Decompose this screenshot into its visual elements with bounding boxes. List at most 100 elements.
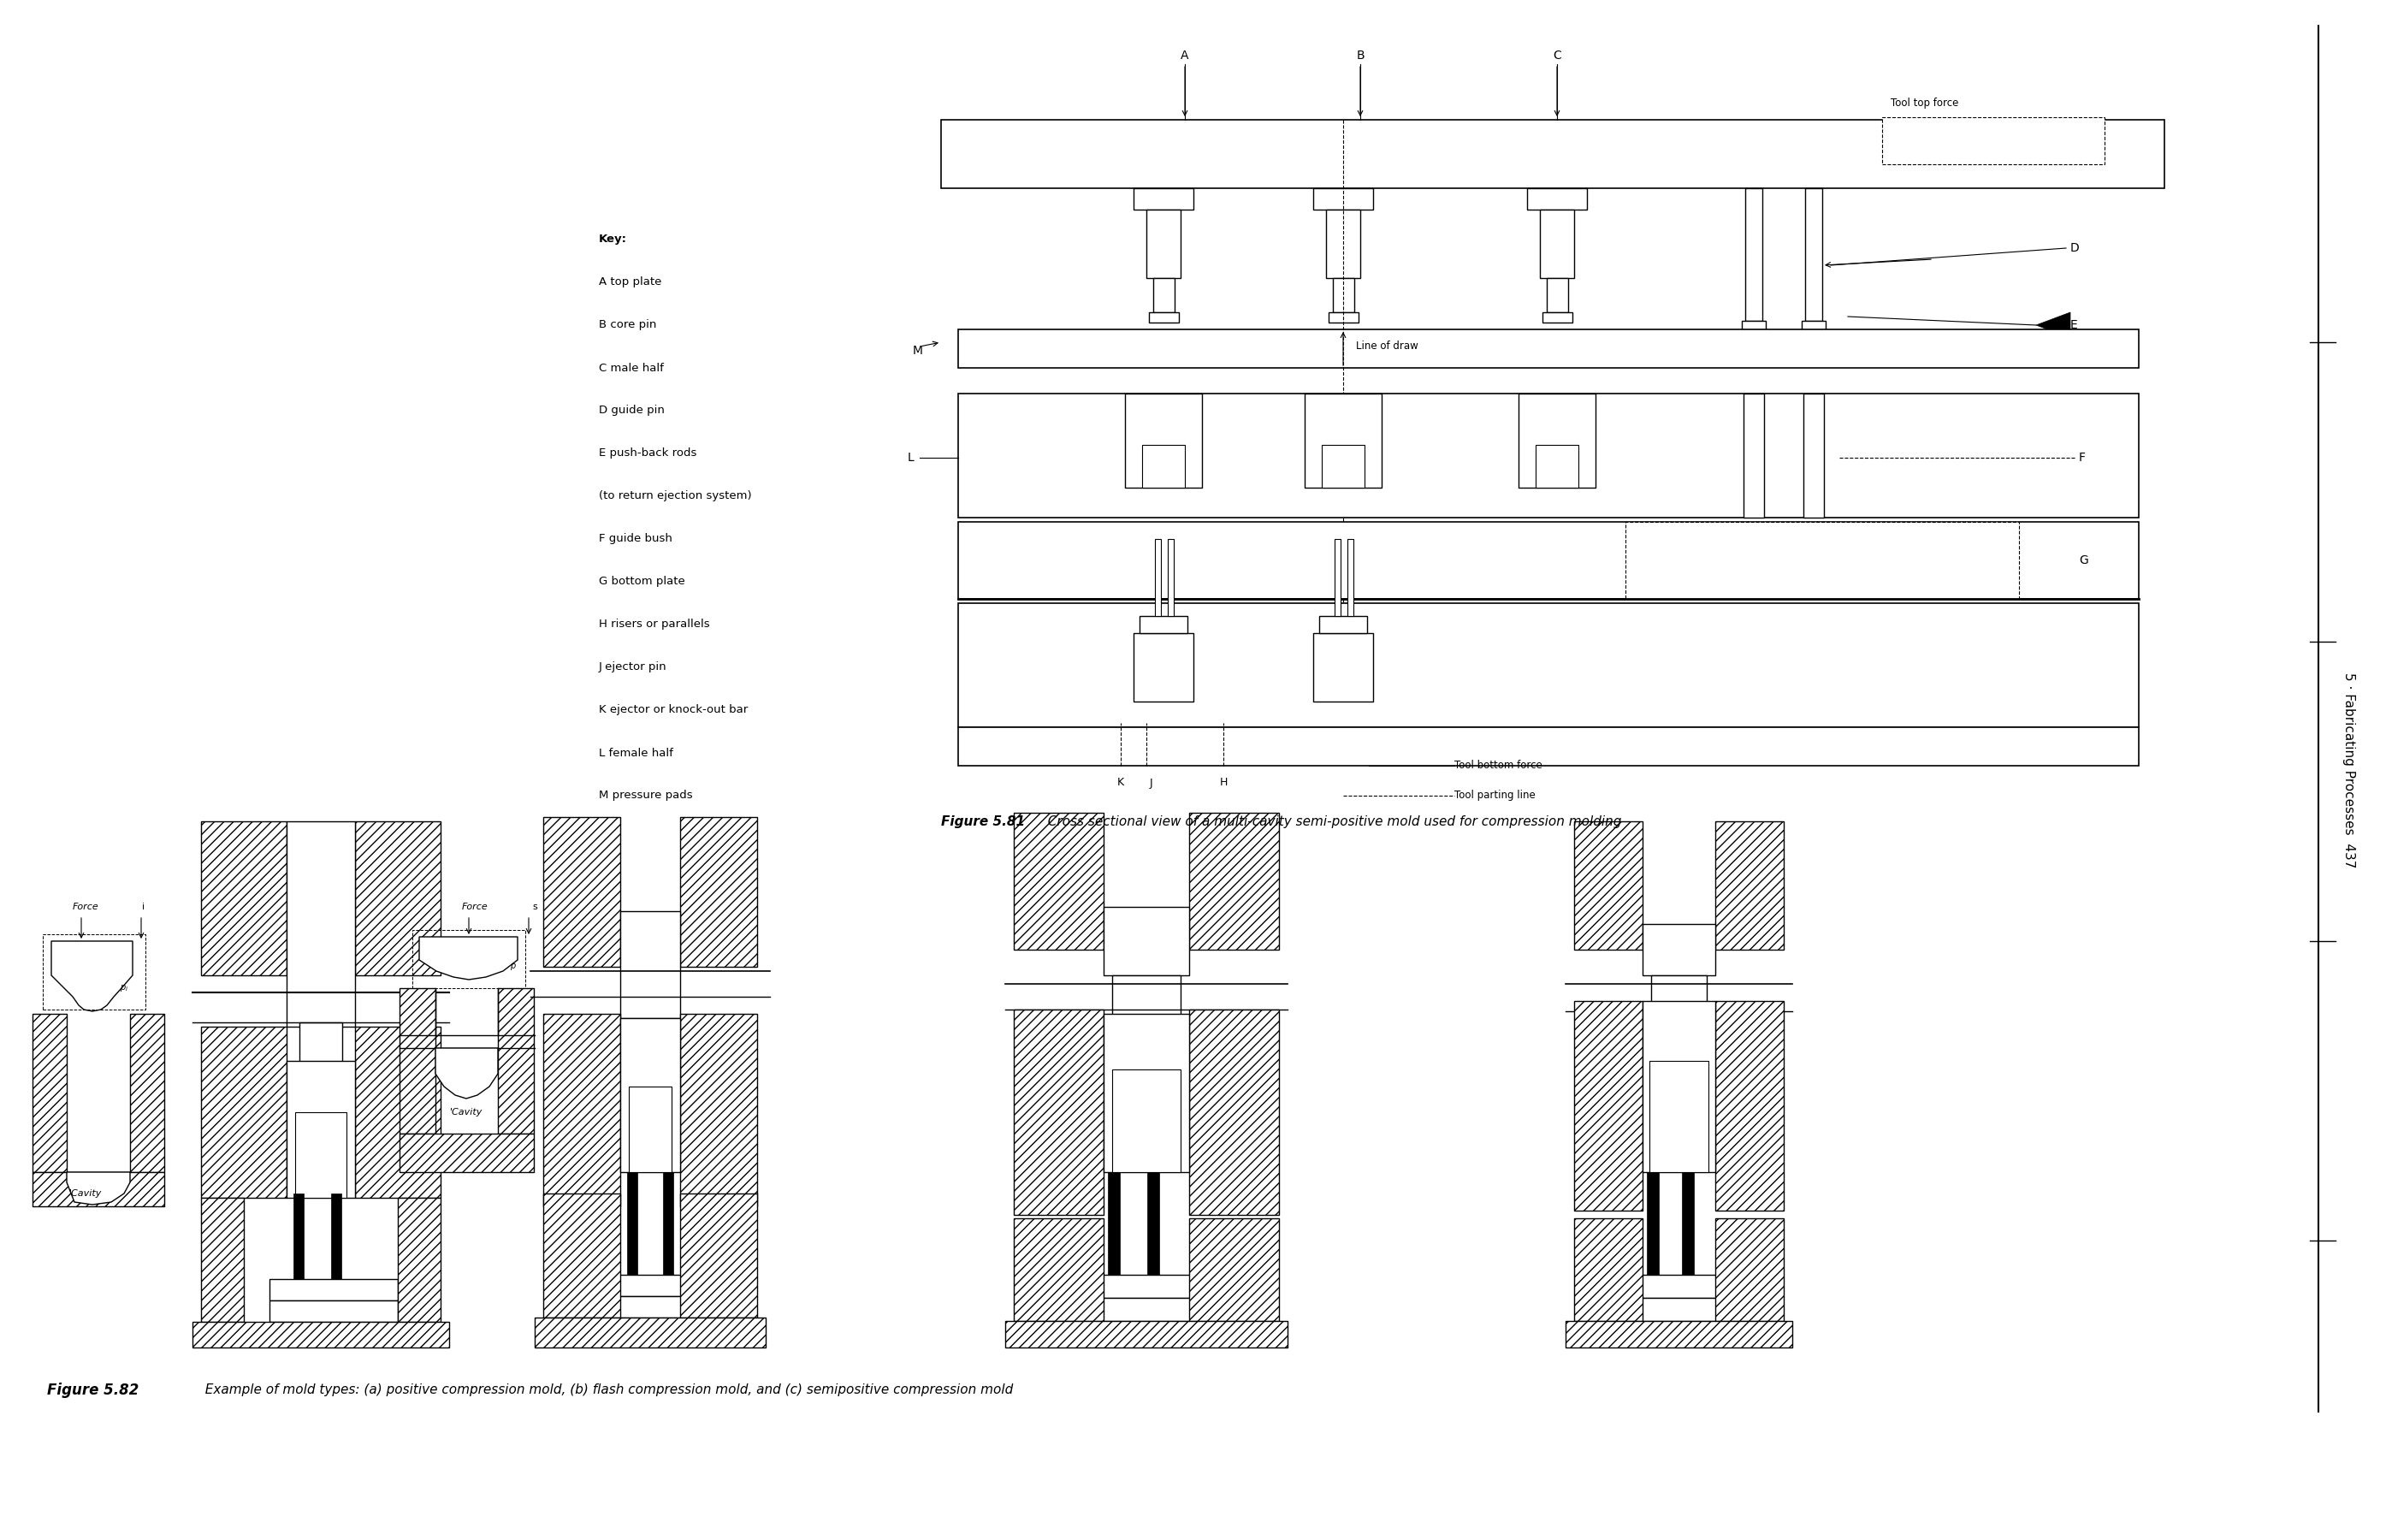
Text: G bottom plate: G bottom plate (599, 576, 685, 587)
Text: B core pin: B core pin (599, 320, 656, 331)
Bar (1744, 394, 1763, 517)
Bar (1014, 1010, 1105, 1215)
Bar (1312, 633, 1372, 702)
Bar (33, 1013, 67, 1172)
Polygon shape (437, 1049, 499, 1098)
Text: (to return ejection system): (to return ejection system) (599, 491, 752, 502)
Bar (293, 1194, 303, 1280)
Text: 'Cavity: 'Cavity (69, 1189, 103, 1198)
Bar (298, 1023, 341, 1087)
Bar (959, 330, 2138, 368)
Bar (1133, 633, 1193, 702)
Text: C male half: C male half (599, 362, 663, 374)
Text: G: G (2078, 554, 2088, 567)
Text: Force: Force (460, 902, 489, 912)
Text: i: i (143, 902, 146, 912)
Bar (1083, 1275, 1214, 1298)
Bar (413, 930, 525, 989)
Bar (1133, 188, 1193, 209)
Bar (1014, 1218, 1105, 1321)
Bar (544, 1013, 620, 1206)
Text: C: C (1553, 49, 1560, 62)
Bar (620, 912, 680, 1018)
Text: D: D (2071, 242, 2081, 254)
Bar (1575, 1001, 1642, 1210)
Bar (1883, 117, 2104, 165)
Text: A: A (1181, 49, 1188, 62)
Bar (398, 1133, 534, 1172)
Bar (630, 1087, 670, 1172)
Bar (680, 1194, 756, 1318)
Bar (534, 1318, 766, 1348)
Text: M pressure pads: M pressure pads (599, 790, 692, 801)
Bar (303, 1087, 339, 1112)
Bar (200, 1198, 243, 1321)
Bar (1334, 539, 1341, 616)
Bar (663, 1172, 673, 1275)
Text: L: L (907, 451, 914, 464)
Bar (1105, 907, 1188, 975)
Bar (270, 1280, 398, 1300)
Bar (129, 1013, 165, 1172)
Bar (959, 727, 2138, 765)
Text: Cross sectional view of a multi-cavity semi-positive mold used for compression m: Cross sectional view of a multi-cavity s… (1040, 815, 1622, 829)
Bar (1682, 1172, 1694, 1275)
Bar (1527, 188, 1587, 209)
Text: E: E (2071, 319, 2078, 331)
Bar (1742, 320, 1766, 337)
Bar (1105, 1013, 1188, 1172)
Bar (1005, 1321, 1288, 1348)
Polygon shape (420, 936, 518, 979)
Bar (1806, 188, 1823, 320)
Bar (599, 1275, 706, 1297)
Bar (200, 821, 286, 975)
Bar (1716, 1218, 1785, 1321)
Bar (33, 1172, 165, 1206)
Text: E push-back rods: E push-back rods (599, 448, 697, 459)
Bar (1167, 539, 1174, 616)
Text: F: F (2078, 451, 2085, 464)
Bar (1188, 813, 1279, 950)
Bar (1148, 1172, 1160, 1275)
Bar (1327, 209, 1360, 279)
Text: B: B (1355, 49, 1365, 62)
Text: Key:: Key: (599, 234, 628, 245)
Bar (1083, 1298, 1214, 1321)
Bar (1152, 279, 1174, 313)
Text: K: K (1117, 778, 1124, 788)
Text: 'Cavity: 'Cavity (451, 1107, 482, 1116)
Bar (332, 1194, 341, 1280)
Bar (499, 989, 534, 1133)
Bar (1642, 924, 1716, 975)
Bar (356, 821, 441, 975)
Bar (270, 1300, 398, 1321)
Bar (1642, 1001, 1716, 1172)
Bar (1804, 394, 1823, 517)
Bar (599, 1297, 706, 1318)
Bar (1124, 394, 1203, 488)
Text: Tool top force: Tool top force (1890, 97, 1959, 109)
Bar (1155, 539, 1162, 616)
Bar (1646, 1172, 1658, 1275)
Bar (959, 522, 2138, 599)
Text: Figure 5.82: Figure 5.82 (48, 1383, 138, 1398)
Text: Force: Force (72, 902, 98, 912)
Text: H risers or parallels: H risers or parallels (599, 619, 709, 630)
Polygon shape (52, 941, 134, 1012)
Bar (1188, 1010, 1279, 1215)
Bar (356, 1027, 441, 1198)
Bar (544, 1194, 620, 1318)
Bar (1141, 616, 1188, 633)
Bar (1565, 1321, 1792, 1348)
Bar (628, 1172, 637, 1275)
Bar (1143, 445, 1186, 488)
Bar (193, 1321, 449, 1348)
Text: $p_i$: $p_i$ (119, 983, 129, 993)
Text: J: J (1150, 778, 1152, 788)
Text: H: H (1219, 778, 1226, 788)
Bar (1145, 209, 1181, 279)
Bar (296, 1112, 346, 1198)
Bar (286, 821, 356, 1027)
Bar (1537, 445, 1580, 488)
Text: Example of mold types: (a) positive compression mold, (b) flash compression mold: Example of mold types: (a) positive comp… (196, 1384, 1014, 1397)
